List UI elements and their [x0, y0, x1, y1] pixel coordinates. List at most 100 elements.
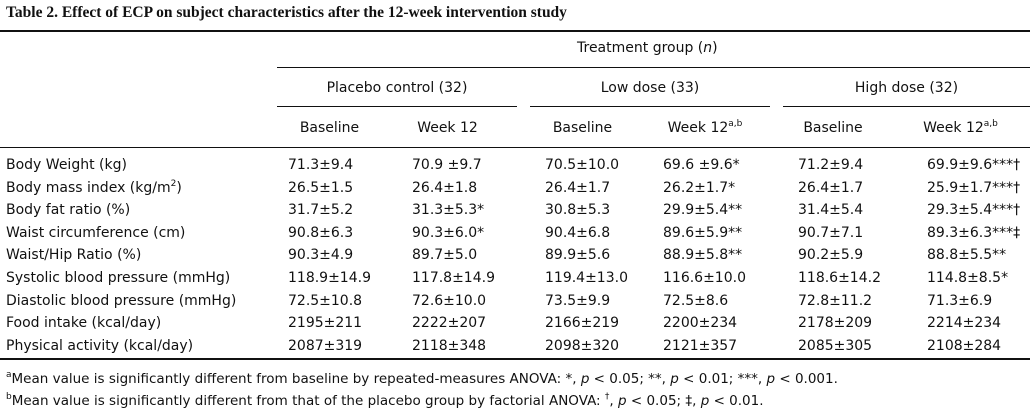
group-header-placebo: Placebo control (32) — [326, 80, 468, 96]
table-cell: 90.2±5.9 — [798, 247, 864, 264]
table-row: Body mass index (kg/m2) 26.5±1.5 26.4±1.8 2… — [0, 177, 1030, 199]
row-label-text: Body Weight (kg) — [6, 157, 127, 173]
treatment-group-rule — [277, 67, 1030, 68]
table-cell: 88.8±5.5** — [927, 247, 1007, 264]
sub-baseline-placebo: Baseline — [299, 120, 360, 136]
row-label-text: Systolic blood pressure (mmHg) — [6, 270, 231, 286]
footnote-a-mark: a — [6, 370, 12, 380]
table-cell: 26.4±1.8 — [412, 179, 478, 196]
table-cell: 26.5±1.5 — [288, 179, 354, 196]
sub-week12-placebo: Week 12 — [417, 120, 478, 136]
table-cell: 26.2±1.7* — [663, 179, 736, 196]
table-caption: Table 2. Effect of ECP on subject charac… — [6, 4, 567, 21]
footnote-b-mark: b — [6, 392, 12, 402]
table-cell: 2108±284 — [927, 337, 1002, 354]
sub-week12-high-sup: a,b — [983, 119, 998, 129]
table-cell: 89.7±5.0 — [412, 247, 478, 264]
group-rule-high — [783, 106, 1030, 107]
table-cell: 29.3±5.4***† — [927, 202, 1021, 219]
table-row: Waist circumference (cm) 90.8±6.3 90.3±6.0… — [0, 222, 1030, 244]
row-label-text: Body mass index (kg/m — [6, 179, 171, 196]
footnote-b-dagger: † — [604, 392, 610, 402]
top-rule — [0, 30, 1030, 32]
table-cell: 29.9±5.4** — [663, 202, 743, 219]
table-cell: 2085±305 — [798, 337, 873, 354]
table-cell: 90.3±6.0* — [412, 224, 485, 241]
sub-week12-high-label: Week 12 — [923, 120, 984, 136]
footnote-b-text-2: , — [609, 393, 618, 409]
footnote-a-text-2: < 0.05; **, — [589, 371, 671, 387]
sub-week12-low: Week 12a,b — [650, 119, 760, 137]
sub-week12-low-label: Week 12 — [667, 120, 729, 136]
row-label: Waist/Hip Ratio (%) — [6, 244, 141, 266]
table-row: Body fat ratio (%) 31.7±5.2 31.3±5.3* 30.8±… — [0, 199, 1030, 221]
table-cell: 118.9±14.9 — [288, 270, 371, 286]
bottom-rule — [0, 358, 1030, 360]
group-header-low: Low dose (33) — [600, 80, 700, 96]
footnote-a-p3: p — [766, 371, 776, 387]
treatment-close: ) — [712, 40, 718, 56]
sub-week12-low-sup: a,b — [728, 119, 743, 129]
table-row: Systolic blood pressure (mmHg) 118.9±14.9… — [0, 267, 1030, 289]
header-bottom-rule — [0, 147, 1030, 148]
footnote-b-p2: p — [700, 393, 710, 409]
table-cell: 89.3±6.3***‡ — [927, 224, 1021, 241]
table-cell: 117.8±14.9 — [412, 270, 495, 286]
table-cell: 90.3±4.9 — [288, 247, 354, 264]
footnote-b-p1: p — [618, 393, 627, 409]
row-label-text: Food intake (kcal/day) — [6, 315, 162, 332]
table-cell: 2195±211 — [288, 315, 363, 332]
footnote-a-text-1: Mean value is significantly different fr… — [11, 371, 581, 387]
footnote-a-text-4: < 0.001. — [775, 371, 838, 387]
table-row: Waist/Hip Ratio (%) 90.3±4.9 89.7±5.0 89.9±… — [0, 244, 1030, 266]
table-cell: 71.3±6.9 — [927, 292, 993, 309]
table-cell: 2166±219 — [545, 315, 620, 332]
table-cell: 2214±234 — [927, 315, 1002, 332]
row-label-text: Waist circumference (cm) — [6, 224, 186, 241]
row-label: Body mass index (kg/m2) — [6, 177, 182, 199]
row-label: Body fat ratio (%) — [6, 199, 130, 221]
table-row: Diastolic blood pressure (mmHg) 72.5±10.8… — [0, 290, 1030, 312]
row-label: Physical activity (kcal/day) — [6, 335, 193, 357]
footnote-a-text-3: < 0.01; ***, — [678, 371, 767, 387]
sub-baseline-low: Baseline — [552, 120, 613, 136]
table-cell: 90.7±7.1 — [798, 224, 864, 241]
table-cell: 72.5±8.6 — [663, 292, 729, 309]
table-cell: 90.8±6.3 — [288, 224, 354, 241]
row-label: Food intake (kcal/day) — [6, 312, 161, 334]
group-rule-placebo — [277, 106, 517, 107]
footnote-a: aMean value is significantly different f… — [6, 370, 838, 388]
row-label-text: Waist/Hip Ratio (%) — [6, 247, 142, 264]
table-cell: 2098±320 — [545, 337, 620, 354]
table-cell: 71.2±9.4 — [798, 157, 864, 173]
footnote-b-text-3: < 0.05; ‡, — [626, 393, 701, 409]
row-label: Systolic blood pressure (mmHg) — [6, 267, 230, 289]
row-label: Waist circumference (cm) — [6, 222, 185, 244]
footnote-b: bMean value is significantly different f… — [6, 392, 764, 410]
table-cell: 2087±319 — [288, 337, 363, 354]
table-cell: 114.8±8.5* — [927, 270, 1009, 286]
table-cell: 118.6±14.2 — [798, 270, 881, 286]
table-row: Body Weight (kg) 71.3±9.4 70.9 ±9.7 70.5±10… — [0, 154, 1030, 176]
group-header-high: High dose (32) — [854, 80, 959, 96]
table-cell: 25.9±1.7***† — [927, 179, 1021, 196]
group-rule-low — [530, 106, 770, 107]
table-cell: 69.6 ±9.6* — [663, 157, 740, 173]
table-cell: 2222±207 — [412, 315, 487, 332]
table-cell: 70.5±10.0 — [545, 157, 620, 173]
table-cell: 89.6±5.9** — [663, 224, 743, 241]
table-cell: 2178±209 — [798, 315, 873, 332]
row-label-text: Physical activity (kcal/day) — [6, 337, 194, 354]
footnote-a-p1: p — [580, 371, 590, 387]
row-label-text: Diastolic blood pressure (mmHg) — [6, 292, 237, 309]
sub-week12-high: Week 12a,b — [903, 119, 1018, 137]
table-cell: 31.3±5.3* — [412, 202, 485, 219]
table-cell: 2121±357 — [663, 337, 738, 354]
table-cell: 31.7±5.2 — [288, 202, 354, 219]
footnote-a-p2: p — [670, 371, 679, 387]
table-cell: 72.8±11.2 — [798, 292, 873, 309]
table-row: Food intake (kcal/day) 2195±211 2222±207 21… — [0, 312, 1030, 334]
table-cell: 31.4±5.4 — [798, 202, 864, 219]
table-cell: 30.8±5.3 — [545, 202, 611, 219]
table-cell: 119.4±13.0 — [545, 270, 628, 286]
